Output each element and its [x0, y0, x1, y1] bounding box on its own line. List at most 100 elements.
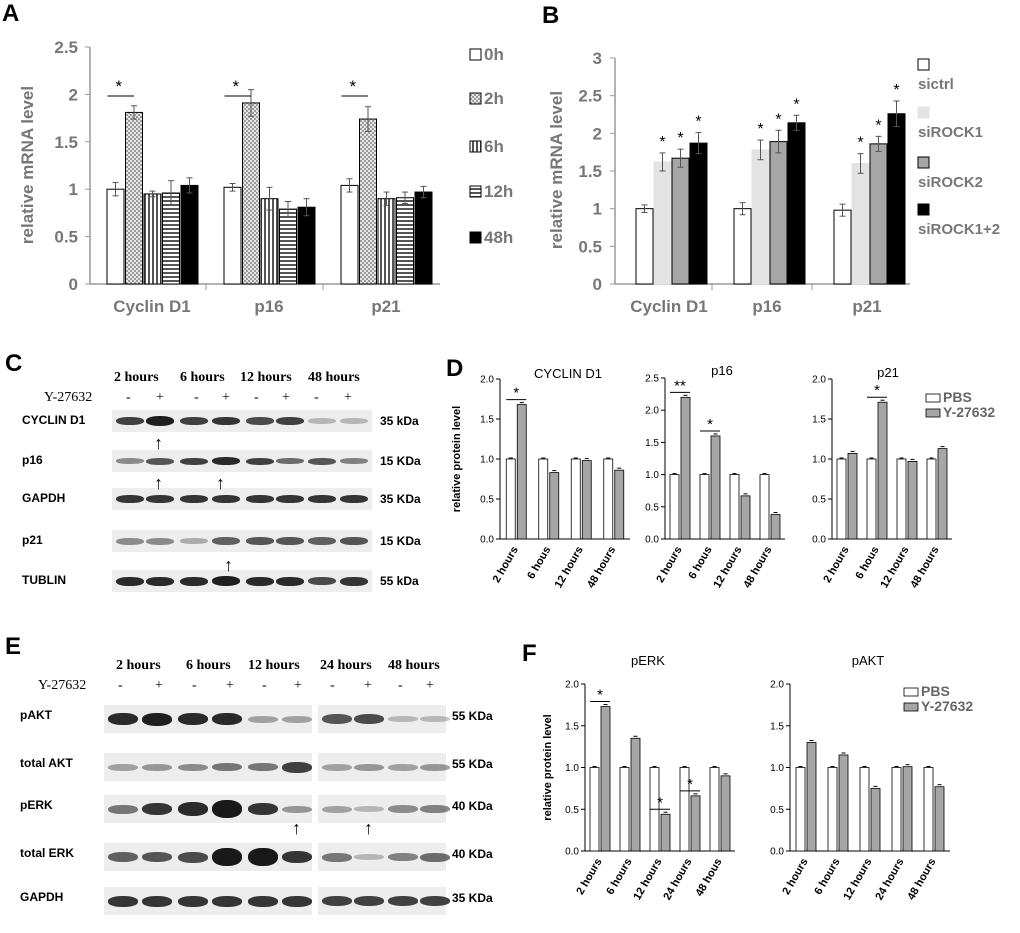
panel-e-label: E	[5, 633, 22, 660]
blot-band	[246, 495, 274, 503]
c-header-2h: 2 hours	[114, 370, 159, 385]
e-header-12h: 12 hours	[248, 658, 300, 673]
y-tick-label: 1.0	[645, 470, 659, 481]
blot-band	[108, 713, 138, 725]
treatment-sign: -	[118, 678, 123, 693]
significance-star: *	[659, 134, 665, 151]
bar-Y-27632	[581, 460, 592, 540]
bar-siROCK1+2	[689, 142, 708, 285]
significance-star: *	[677, 130, 683, 147]
bar-siROCK2	[769, 141, 788, 285]
panel-f-charts: 0.0 0.5 1.0 1.5 2.0 pERK relative protein leve…	[542, 653, 973, 903]
blot-band	[142, 712, 172, 726]
y-axis-label: relative protein level	[542, 714, 554, 820]
bar-PBS	[923, 767, 934, 852]
y-axis-label: relative mRNA level	[18, 86, 37, 244]
arrow-icon: ↑	[216, 473, 225, 493]
x-category-label: 12 hours	[631, 857, 664, 903]
blot-band	[116, 537, 144, 545]
blot-band	[212, 800, 242, 818]
arrow-icon: ↑	[292, 818, 301, 838]
y-tick-label: 2.0	[565, 680, 579, 691]
blot-band	[108, 763, 138, 771]
bar-Y-27632	[877, 401, 888, 540]
blot-band	[276, 537, 304, 545]
bar-PBS	[827, 767, 838, 852]
bar-PBS	[729, 474, 740, 540]
bar-sictrl	[733, 208, 752, 285]
blot-band	[420, 763, 450, 771]
blot-band	[146, 495, 174, 503]
y-tick-label: 1.5	[54, 133, 78, 152]
significance-star: *	[775, 111, 781, 128]
arrow-icon: ↑	[154, 473, 163, 493]
legend-label-0h: 0h	[484, 45, 504, 64]
panel-d-label: D	[446, 355, 464, 382]
blot-kda-label: 35 kDa	[380, 414, 419, 428]
blot-band	[308, 537, 336, 545]
y-tick-label: 2.0	[770, 680, 784, 691]
y-tick-label: 3	[593, 49, 602, 68]
blot-row-label: TUBLIN	[22, 573, 66, 587]
treatment-sign: +	[226, 678, 234, 693]
y-tick-label: 1.0	[770, 763, 784, 774]
blot-membrane	[112, 410, 372, 432]
panel-a-label: A	[2, 0, 20, 27]
blot-row-label: GAPDH	[22, 491, 66, 505]
panel-f-label: F	[522, 640, 537, 667]
x-category-label: Cyclin D1	[113, 297, 190, 316]
blot-band	[282, 715, 312, 723]
bar-Y-27632	[549, 472, 560, 540]
blot-band	[212, 848, 242, 866]
treatment-sign: +	[156, 390, 164, 405]
treatment-sign: -	[330, 678, 335, 693]
y-tick-label: 0.0	[770, 847, 784, 858]
x-category-label: 12 hours	[878, 545, 911, 591]
treatment-sign: +	[364, 678, 372, 693]
treatment-sign: -	[254, 390, 259, 405]
blot-band	[248, 715, 278, 723]
blot-row-label: pAKT	[20, 708, 52, 722]
blot-band	[282, 851, 312, 863]
bar-PBS	[866, 458, 877, 540]
blot-kda-label: 35 KDa	[452, 891, 493, 905]
blot-row-label: total ERK	[20, 846, 74, 860]
blot-band	[246, 576, 274, 586]
blot-band	[116, 458, 144, 464]
legend-label-12h: 12h	[484, 182, 513, 201]
legend-label-siROCK2: siROCK2	[918, 174, 983, 191]
bar-PBS	[603, 458, 614, 540]
blot-band	[276, 417, 304, 425]
significance-star: *	[657, 794, 663, 811]
x-category-label: 2 hours	[491, 545, 521, 585]
significance-star: *	[695, 114, 701, 131]
blot-kda-label: 55 KDa	[452, 709, 493, 723]
blot-band	[340, 576, 368, 586]
bar-PBS	[538, 458, 549, 540]
blot-row-label: CYCLIN D1	[22, 413, 86, 427]
bar-0h	[106, 188, 125, 285]
chart-title: p21	[877, 365, 899, 380]
legend-label-2h: 2h	[484, 89, 504, 108]
treatment-sign: +	[155, 678, 163, 693]
blot-band	[322, 896, 352, 906]
x-category-label: 6 hours	[604, 857, 634, 897]
e-header-6h: 6 hours	[186, 658, 231, 673]
bar-PBS	[926, 458, 937, 540]
bar-PBS	[619, 767, 630, 852]
y-tick-label: 2.0	[645, 406, 659, 417]
blot-band	[178, 802, 208, 816]
chart-title: pAKT	[852, 653, 885, 668]
blot-band	[108, 852, 138, 862]
bar-Y-27632	[806, 742, 817, 852]
legend-label: PBS	[921, 683, 950, 699]
blot-row-label: GAPDH	[20, 890, 64, 904]
x-category-label: 48 hours	[905, 857, 938, 903]
blot-band	[420, 805, 450, 813]
x-category-label: 2 hours	[654, 545, 684, 585]
blot-band	[354, 806, 384, 812]
y-tick-label: 1.5	[480, 415, 494, 426]
x-category-label: p21	[852, 297, 881, 316]
e-header-48h: 48 hours	[388, 658, 440, 673]
x-category-label: p21	[371, 297, 400, 316]
